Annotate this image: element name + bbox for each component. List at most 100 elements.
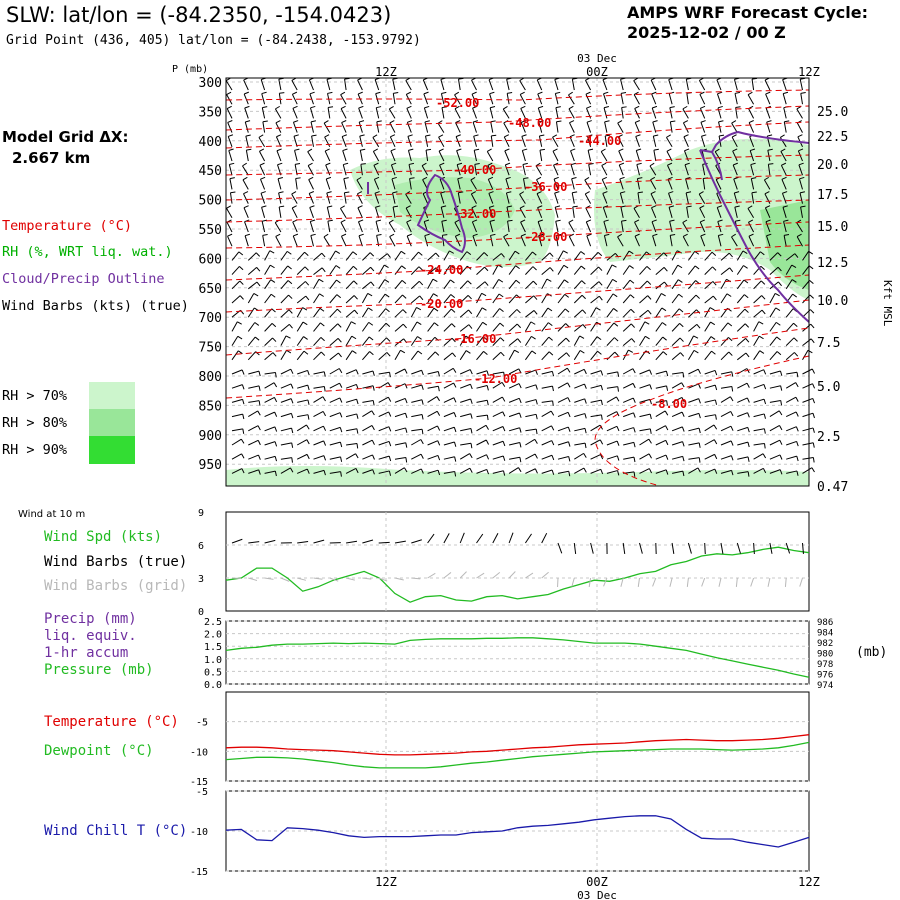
wind-barb	[571, 77, 578, 91]
wind-barb	[280, 323, 293, 332]
wind-barb	[247, 267, 261, 275]
wind-barb	[639, 266, 651, 275]
barb-staff	[460, 383, 471, 389]
barb-flag	[551, 371, 555, 377]
wind-barb	[291, 91, 298, 105]
barb-staff	[410, 350, 419, 361]
barb-staff	[231, 280, 241, 290]
barb-staff	[720, 455, 732, 460]
barb-staff	[553, 178, 559, 190]
wind-barb	[653, 148, 659, 162]
barb-staff	[296, 424, 307, 432]
wind-barb	[764, 191, 771, 204]
wind-barb	[716, 77, 722, 91]
barb-staff	[637, 192, 640, 204]
barb-flag	[458, 191, 464, 194]
barb-flag	[551, 440, 555, 446]
wind-barb	[489, 219, 495, 233]
wind-barb	[427, 396, 441, 403]
wind-barb	[682, 120, 689, 133]
barb-flag	[259, 148, 265, 152]
wind-barb	[357, 91, 363, 105]
wind-barb	[780, 162, 787, 176]
surface-barb-grid	[492, 571, 501, 579]
barb-flag	[811, 467, 815, 473]
wind-barb	[356, 176, 363, 190]
wind-barb	[503, 233, 510, 247]
wind-barb	[736, 338, 750, 346]
barb-flag	[586, 120, 592, 123]
barb-staff	[440, 207, 445, 218]
wind-barb	[802, 467, 815, 474]
barb-staff	[242, 179, 249, 190]
barb-staff	[636, 164, 640, 176]
barb-flag	[661, 293, 666, 297]
barb-staff	[264, 279, 272, 290]
barb-flag	[776, 336, 781, 341]
barb-staff	[308, 79, 314, 91]
barb-flag	[373, 148, 378, 152]
barb-flag	[326, 191, 332, 194]
wind-barb	[291, 77, 298, 91]
wind-barb	[313, 396, 326, 403]
wind-barb	[394, 265, 406, 275]
rh90-swatch	[89, 436, 135, 464]
wind-barb	[327, 106, 334, 119]
wind-barb	[410, 307, 422, 318]
barb-staff	[704, 321, 711, 332]
barb-flag	[628, 349, 634, 353]
barb-flag	[491, 134, 497, 137]
wind-barb	[732, 162, 739, 176]
barb-flag	[470, 443, 473, 449]
wind-barb	[264, 371, 277, 378]
wind-barb	[506, 77, 512, 91]
wind-barb	[736, 352, 750, 361]
barb-staff	[440, 192, 445, 204]
barb-flag	[652, 233, 658, 237]
barb-staff	[471, 79, 477, 91]
wind-barb	[704, 281, 717, 290]
wind-barb	[277, 176, 284, 190]
wind-barb	[720, 322, 733, 332]
wind-barb	[374, 191, 380, 204]
barb-flag	[793, 337, 798, 342]
barb-staff	[786, 470, 798, 474]
barb-flag	[698, 413, 701, 419]
barb-staff	[231, 369, 243, 375]
wind-barb	[345, 280, 358, 290]
barb-staff	[802, 442, 814, 446]
barb-staff	[737, 412, 748, 418]
barb-staff	[590, 454, 601, 460]
barb-flag	[269, 250, 275, 254]
barb-flag	[457, 177, 463, 180]
barb-staff	[720, 351, 730, 361]
wind-barb	[541, 336, 553, 346]
barb-flag	[763, 399, 767, 405]
barb-staff	[345, 467, 357, 474]
wind-barb	[309, 105, 316, 119]
barb-flag	[255, 252, 261, 257]
wind-barb	[667, 176, 673, 190]
wind-barb	[473, 134, 479, 147]
barb-staff	[736, 338, 746, 346]
barb-staff	[586, 122, 592, 133]
wind-barb	[378, 455, 392, 462]
barb-flag	[359, 120, 365, 123]
wind-barb	[341, 134, 348, 147]
barb-staff	[410, 251, 419, 261]
barb-flag	[662, 336, 667, 341]
wind-barb	[753, 350, 765, 361]
barb-flag	[490, 233, 496, 236]
barb-staff	[508, 383, 520, 389]
barb-staff	[767, 150, 771, 162]
barb-flag	[535, 429, 538, 435]
pressure-tick-label: 700	[199, 311, 222, 326]
barb-staff	[473, 136, 477, 147]
barb-flag	[484, 266, 489, 272]
wind-barb	[508, 383, 522, 389]
wind-barb	[766, 120, 772, 133]
barb-staff	[346, 442, 358, 446]
wind-barb	[734, 91, 741, 105]
barb-staff	[584, 179, 592, 190]
wind-barb	[634, 105, 640, 119]
